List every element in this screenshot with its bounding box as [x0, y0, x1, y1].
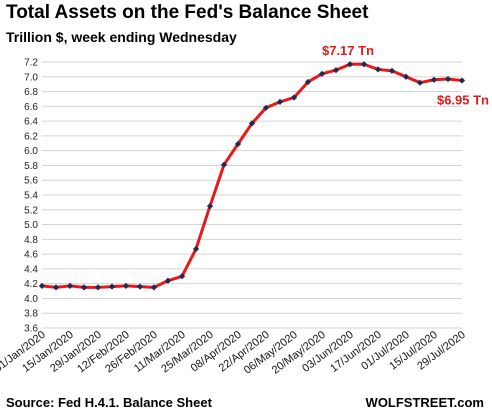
y-axis-ticks: 3.6 3.8 4.0 4.2 4.4 4.6 4.8 5.0 5.2 5.4 5.6 5.8 6.0 6… — [24, 58, 38, 335]
y-tick-label: 4.0 — [24, 294, 38, 305]
y-tick-label: 6.0 — [24, 146, 38, 157]
y-tick-label: 7.2 — [24, 58, 38, 69]
data-point — [52, 284, 60, 291]
y-tick-label: 5.8 — [24, 161, 38, 172]
chart-subtitle: Trillion $, week ending Wednesday — [6, 29, 237, 45]
data-point — [234, 140, 242, 148]
source-note: Source: Fed H.4.1. Balance Sheet — [6, 395, 212, 410]
y-tick-label: 5.6 — [24, 176, 38, 187]
data-point — [206, 202, 214, 210]
data-point — [192, 245, 200, 253]
y-tick-label: 7.0 — [24, 72, 38, 83]
brand-label: WOLFSTREET.com — [365, 395, 484, 410]
chart-title: Total Assets on the Fed's Balance Sheet — [6, 2, 369, 23]
y-tick-label: 3.8 — [24, 309, 38, 320]
data-point — [136, 283, 144, 290]
y-tick-label: 3.6 — [24, 324, 38, 335]
data-point — [94, 284, 102, 291]
data-point — [80, 284, 88, 291]
gridlines — [42, 61, 462, 329]
marker-layer — [38, 61, 466, 291]
y-tick-label: 4.6 — [24, 250, 38, 261]
data-point — [248, 120, 256, 127]
y-tick-label: 6.4 — [24, 117, 38, 128]
y-tick-label: 6.8 — [24, 87, 38, 98]
y-tick-label: 4.4 — [24, 264, 38, 275]
data-point — [458, 77, 466, 84]
y-tick-label: 5.0 — [24, 220, 38, 231]
value-annotation: $7.17 Tn — [322, 43, 374, 58]
y-tick-label: 4.8 — [24, 235, 38, 246]
y-tick-label: 6.6 — [24, 102, 38, 113]
data-point — [430, 76, 438, 83]
x-axis-ticks: 01/Jan/202015/Jan/202029/Jan/202012/Feb/… — [0, 329, 468, 377]
annotation-layer: $7.17 Tn $6.95 Tn — [322, 43, 489, 107]
value-annotation: $6.95 Tn — [437, 92, 489, 107]
y-tick-label: 6.2 — [24, 131, 38, 142]
y-tick-label: 5.2 — [24, 205, 38, 216]
data-point — [220, 161, 228, 168]
data-point — [108, 283, 116, 290]
y-tick-label: 4.2 — [24, 279, 38, 290]
y-tick-label: 5.4 — [24, 191, 38, 202]
